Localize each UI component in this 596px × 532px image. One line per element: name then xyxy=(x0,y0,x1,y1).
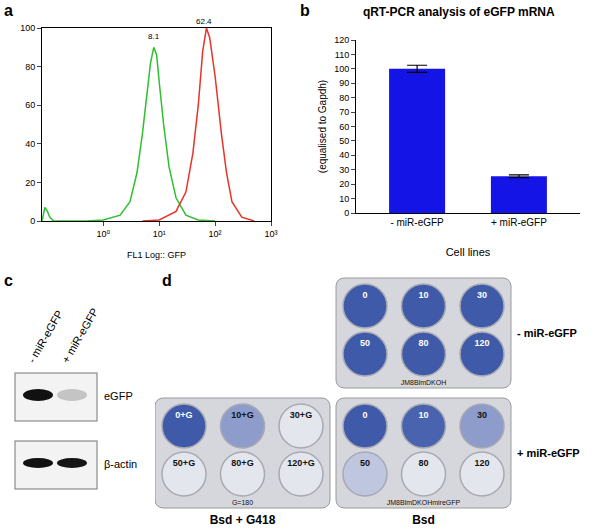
svg-text:(equalised to Gapdh): (equalised to Gapdh) xyxy=(317,80,328,173)
svg-text:20: 20 xyxy=(339,179,349,189)
svg-text:10: 10 xyxy=(339,194,349,204)
svg-text:Bsd + G418: Bsd + G418 xyxy=(210,513,276,527)
svg-text:0: 0 xyxy=(30,216,35,226)
svg-text:120: 120 xyxy=(334,35,349,45)
svg-text:10²: 10² xyxy=(209,229,222,239)
svg-text:10⁰: 10⁰ xyxy=(96,229,110,239)
html-text:d: d xyxy=(162,272,172,289)
svg-text:JM8BlmDKOHmireGFP: JM8BlmDKOHmireGFP xyxy=(387,499,461,506)
svg-text:90: 90 xyxy=(339,78,349,88)
svg-text:50: 50 xyxy=(360,458,370,468)
svg-text:40: 40 xyxy=(25,139,35,149)
svg-text:30: 30 xyxy=(339,165,349,175)
svg-text:8.1: 8.1 xyxy=(148,32,160,41)
svg-text:0: 0 xyxy=(362,410,367,420)
svg-text:80: 80 xyxy=(418,458,428,468)
svg-text:0: 0 xyxy=(362,290,367,300)
svg-text:10+G: 10+G xyxy=(231,410,253,420)
svg-text:- miR-eGFP: - miR-eGFP xyxy=(25,308,65,365)
svg-text:10: 10 xyxy=(418,410,428,420)
svg-text:50: 50 xyxy=(339,136,349,146)
svg-text:β-actin: β-actin xyxy=(104,458,137,470)
svg-text:70: 70 xyxy=(339,107,349,117)
svg-text:qRT-PCR analysis of eGFP mRNA: qRT-PCR analysis of eGFP mRNA xyxy=(363,5,555,19)
svg-text:60: 60 xyxy=(339,122,349,132)
svg-text:eGFP: eGFP xyxy=(104,390,133,402)
svg-text:Bsd: Bsd xyxy=(412,513,435,527)
svg-text:80: 80 xyxy=(418,338,428,348)
svg-text:FL1 Log:: GFP: FL1 Log:: GFP xyxy=(127,250,186,260)
svg-text:120+G: 120+G xyxy=(287,458,314,468)
svg-text:Cell lines: Cell lines xyxy=(446,246,491,258)
svg-text:30: 30 xyxy=(477,410,487,420)
html-text:b: b xyxy=(300,2,310,19)
svg-text:20: 20 xyxy=(25,178,35,188)
svg-text:80: 80 xyxy=(25,62,35,72)
svg-text:0: 0 xyxy=(344,208,349,218)
svg-text:10: 10 xyxy=(418,290,428,300)
svg-text:10³: 10³ xyxy=(264,229,277,239)
svg-text:50: 50 xyxy=(360,338,370,348)
html-text:a: a xyxy=(4,2,13,19)
svg-text:120: 120 xyxy=(474,458,489,468)
svg-text:50+G: 50+G xyxy=(173,458,195,468)
svg-text:100: 100 xyxy=(334,64,349,74)
svg-text:+ miR-eGFP: + miR-eGFP xyxy=(59,306,100,365)
svg-text:30+G: 30+G xyxy=(290,410,312,420)
svg-text:100: 100 xyxy=(20,23,35,33)
svg-text:0+G: 0+G xyxy=(175,410,192,420)
svg-text:110: 110 xyxy=(335,50,349,60)
svg-text:62.4: 62.4 xyxy=(196,17,212,26)
svg-text:80+G: 80+G xyxy=(231,458,253,468)
svg-text:80: 80 xyxy=(339,93,349,103)
svg-text:JM8BlmDKOH: JM8BlmDKOH xyxy=(401,379,447,386)
svg-text:30: 30 xyxy=(477,290,487,300)
svg-text:+ miR-eGFP: + miR-eGFP xyxy=(491,217,547,228)
svg-text:60: 60 xyxy=(25,100,35,110)
svg-text:10¹: 10¹ xyxy=(153,229,166,239)
svg-text:40: 40 xyxy=(339,150,349,160)
svg-text:G=180: G=180 xyxy=(232,499,253,506)
svg-text:- miR-eGFP: - miR-eGFP xyxy=(390,217,444,228)
html-text:c: c xyxy=(4,272,13,289)
svg-text:120: 120 xyxy=(474,338,489,348)
svg-text:+ miR-eGFP: + miR-eGFP xyxy=(517,447,580,459)
svg-text:- miR-eGFP: - miR-eGFP xyxy=(517,327,577,339)
